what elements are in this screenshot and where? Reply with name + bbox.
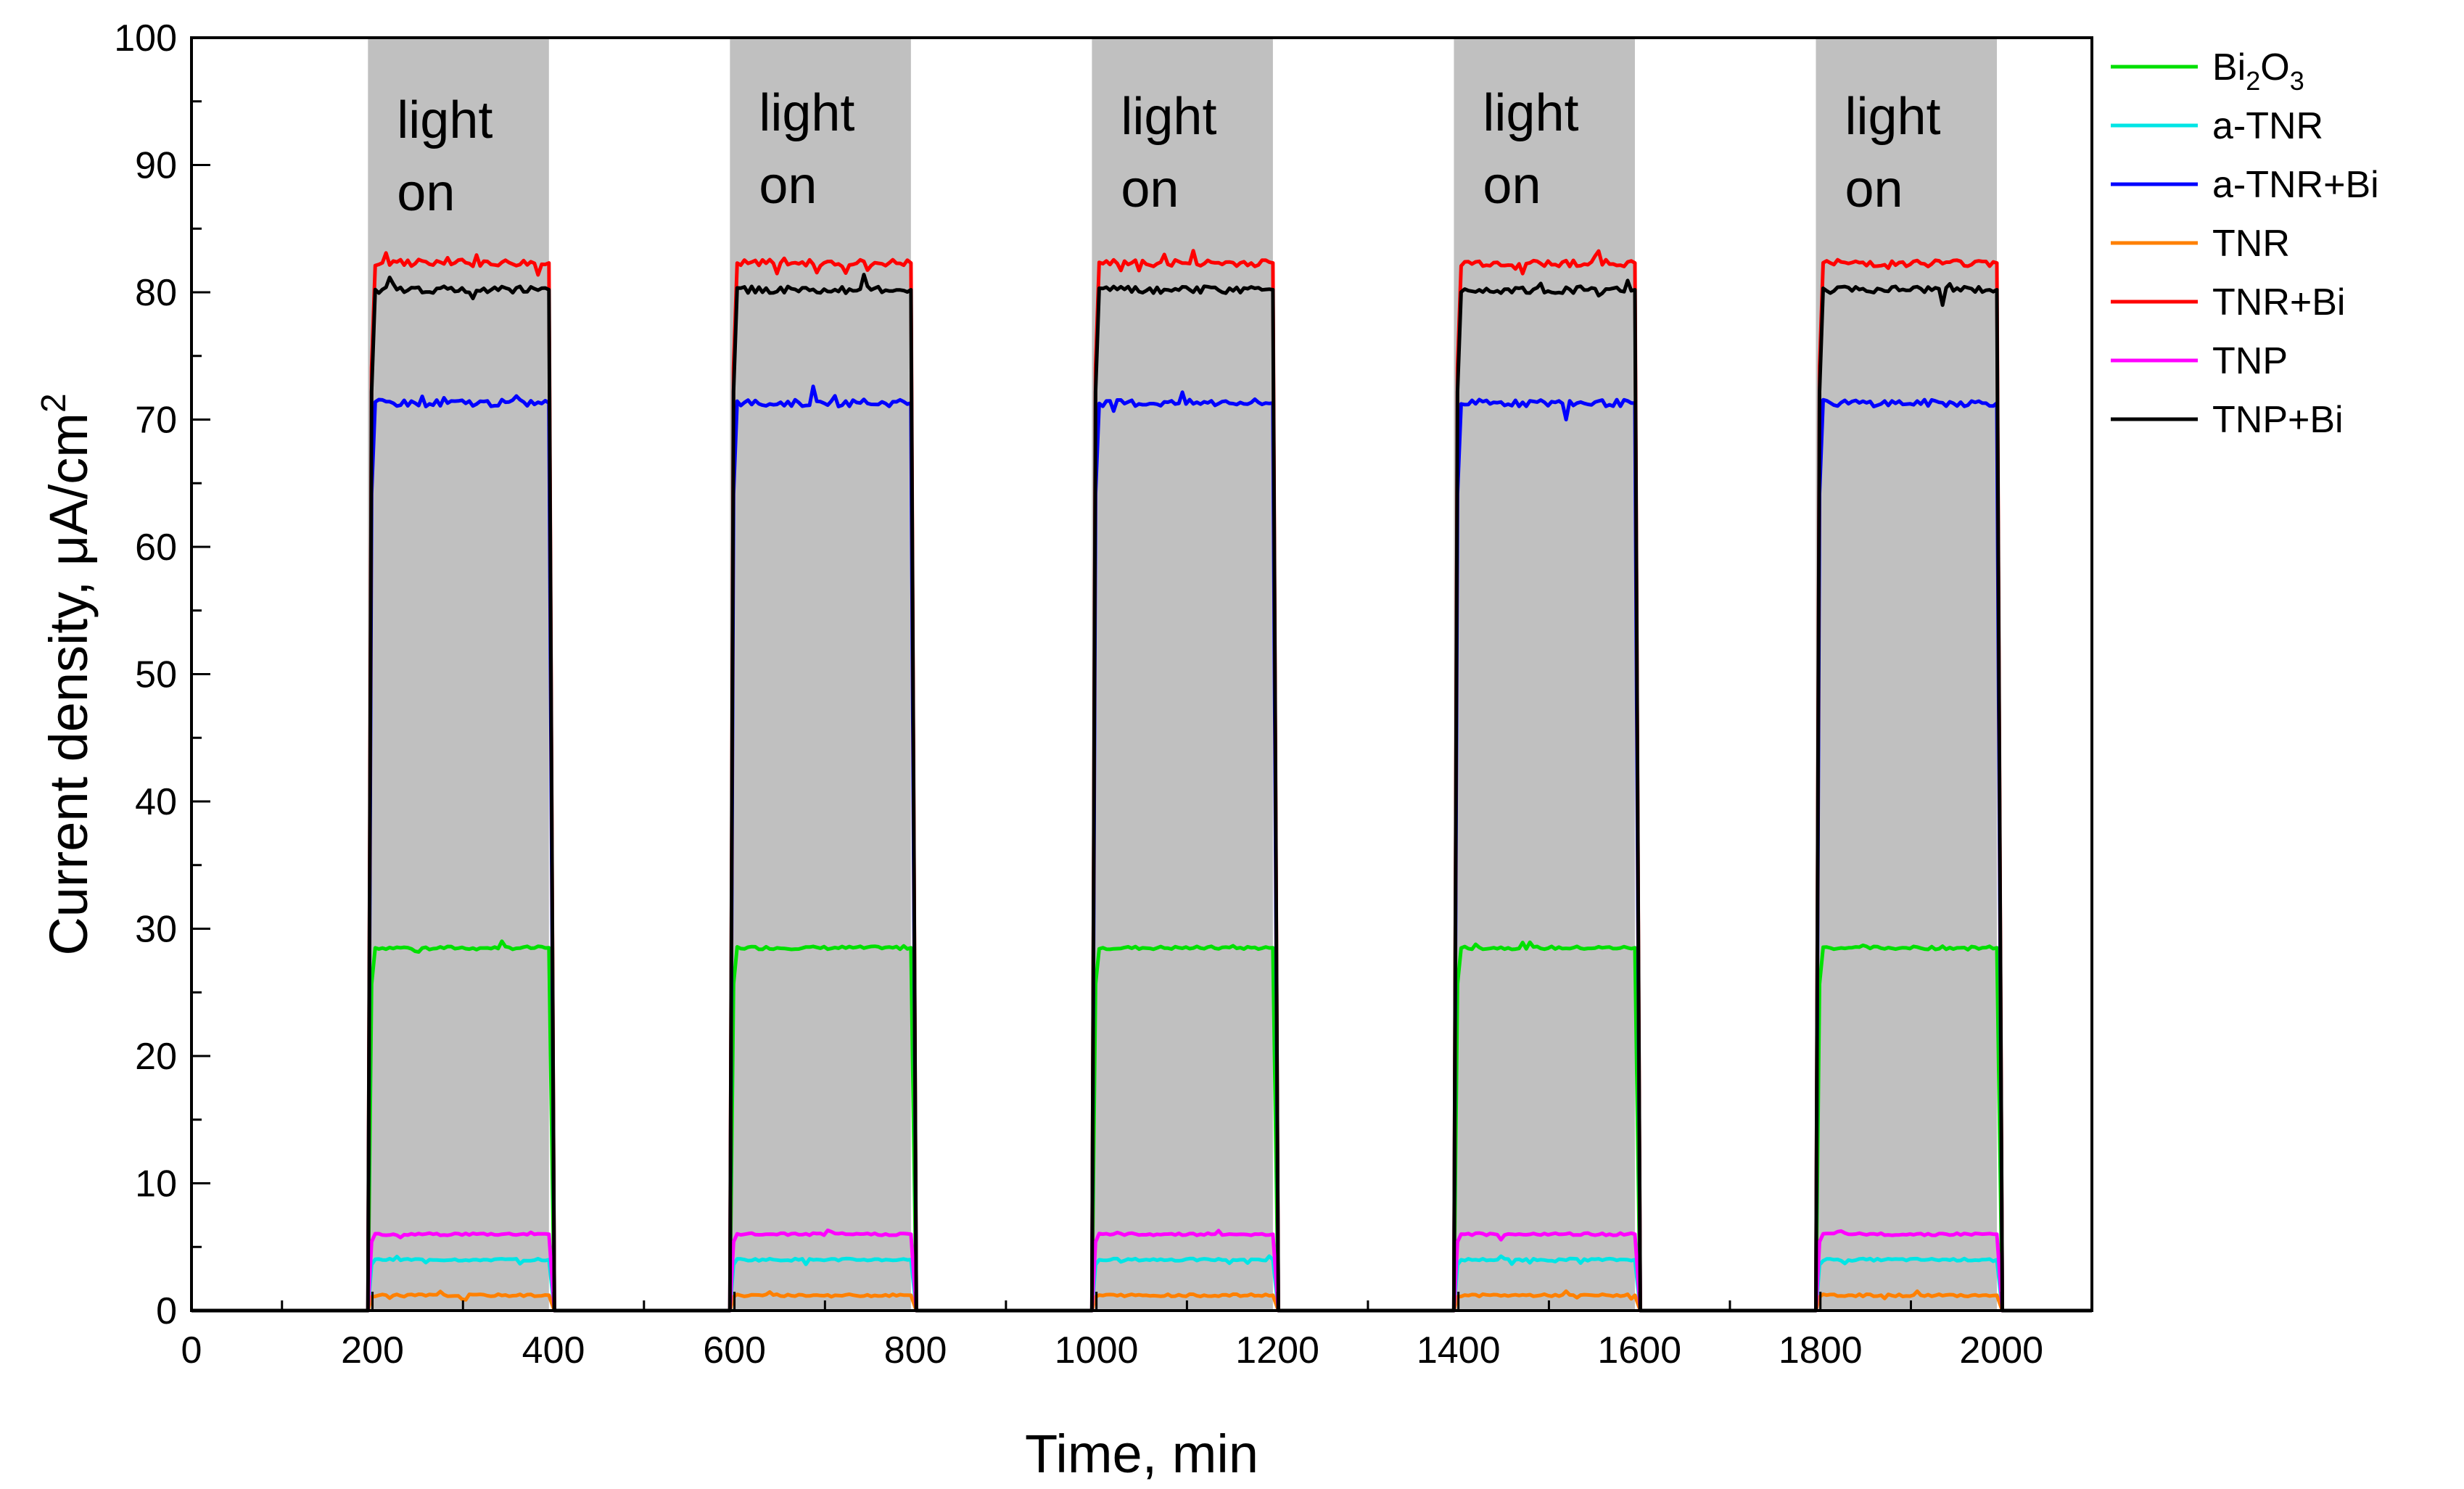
series-line-a-tnr-bi [191, 384, 2092, 1313]
band-label-on: on [397, 164, 455, 222]
y-tick-label: 100 [114, 17, 177, 59]
legend-label: a-TNR [2212, 105, 2323, 147]
series-line-bi2o3 [191, 939, 2092, 1313]
band-label-light: light [759, 84, 854, 142]
x-tick-label: 400 [522, 1329, 585, 1372]
light-on-band [368, 38, 549, 1311]
band-label-on: on [1121, 160, 1179, 218]
light-on-band [730, 38, 911, 1311]
y-tick-label: 30 [135, 909, 177, 951]
y-tick-label: 20 [135, 1036, 177, 1078]
legend-label: TNP [2212, 340, 2288, 382]
y-axis-title-superscript: 2 [35, 393, 73, 413]
x-tick-label: 1200 [1235, 1329, 1319, 1372]
legend-label: TNR [2212, 223, 2290, 265]
band-label-light: light [1121, 88, 1216, 146]
light-on-band [1816, 38, 1997, 1311]
legend-label: Bi2O3 [2212, 46, 2304, 96]
y-tick-label: 90 [135, 145, 177, 187]
series-line-tnp-bi [191, 273, 2092, 1313]
band-label-on: on [759, 157, 817, 215]
legend: Bi2O3 a-TNR a-TNR+Bi TNR TNR+Bi TNP TNP+Bi [2111, 46, 2379, 441]
x-tick-label: 0 [181, 1329, 202, 1372]
band-label-on: on [1845, 160, 1903, 218]
band-label-light: light [1483, 84, 1578, 142]
y-tick-label: 10 [135, 1163, 177, 1205]
light-on-band [1092, 38, 1273, 1311]
series-line-tnr [191, 1289, 2092, 1313]
x-tick-label: 800 [884, 1329, 947, 1372]
x-tick-label: 1400 [1417, 1329, 1501, 1372]
y-tick-label: 80 [135, 272, 177, 314]
y-axis-title-main: Current density, μA/cm [38, 413, 99, 956]
x-tick-label: 2000 [1959, 1329, 2043, 1372]
y-tick-label: 0 [156, 1290, 177, 1332]
band-label-light: light [397, 91, 493, 149]
light-on-bands: light on light on light on light on light on [368, 38, 1997, 1311]
y-tick-label: 40 [135, 781, 177, 823]
light-on-band [1454, 38, 1635, 1311]
legend-label: a-TNR+Bi [2212, 164, 2379, 206]
x-axis-ticks: 0 200 400 600 800 1000 1200 1400 1600 1800 2000 [181, 1292, 2093, 1372]
series-lines [191, 249, 2092, 1313]
series-line-tnp [191, 1228, 2092, 1313]
x-tick-label: 600 [703, 1329, 766, 1372]
series-line-tnr-bi [191, 249, 2092, 1313]
y-tick-label: 60 [135, 527, 177, 569]
x-tick-label: 200 [341, 1329, 404, 1372]
series-line-a-tnr [191, 1254, 2092, 1313]
y-tick-label: 70 [135, 400, 177, 442]
x-tick-label: 1600 [1597, 1329, 1681, 1372]
y-axis-ticks: 0 10 20 30 40 50 60 70 80 90 100 [114, 17, 210, 1332]
legend-label: TNP+Bi [2212, 399, 2344, 441]
x-tick-label: 1800 [1779, 1329, 1863, 1372]
legend-label: TNR+Bi [2212, 281, 2345, 323]
band-label-light: light [1845, 88, 1940, 146]
y-axis-title: Current density, μA/cm2 [35, 393, 99, 955]
y-tick-label: 50 [135, 654, 177, 696]
x-tick-label: 1000 [1055, 1329, 1139, 1372]
x-axis-title: Time, min [1025, 1424, 1258, 1484]
band-label-on: on [1483, 157, 1541, 215]
